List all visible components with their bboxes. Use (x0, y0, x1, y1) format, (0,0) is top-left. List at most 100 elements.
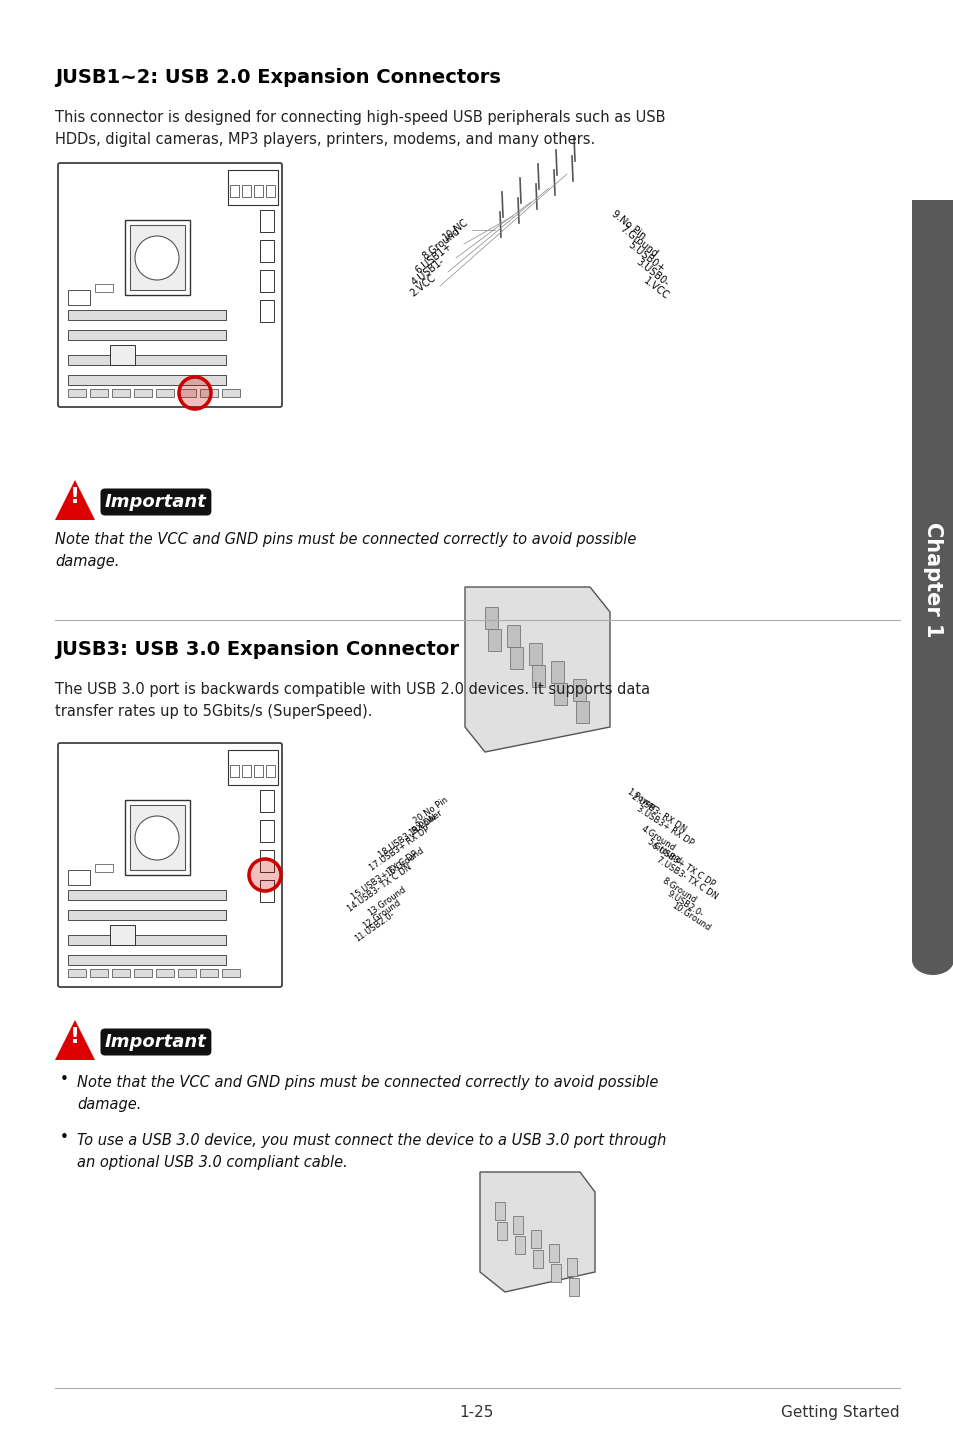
Bar (110, 925, 135, 945)
Text: 9.No Pin: 9.No Pin (609, 209, 647, 242)
Polygon shape (510, 647, 522, 669)
Text: 1.Power: 1.Power (624, 788, 658, 813)
Text: 6.USB3+ TX C DP: 6.USB3+ TX C DP (649, 841, 716, 889)
Polygon shape (554, 683, 566, 705)
Bar (68, 390, 86, 397)
Polygon shape (551, 662, 563, 683)
Text: 1-25: 1-25 (459, 1405, 494, 1421)
Bar (95, 284, 112, 292)
Text: 6.USB1+: 6.USB1+ (414, 241, 454, 275)
Text: 3.USB0-: 3.USB0- (634, 258, 670, 289)
Polygon shape (568, 1277, 578, 1296)
Text: 17.USB3+ RX DP: 17.USB3+ RX DP (368, 825, 432, 874)
Polygon shape (464, 587, 609, 752)
Bar (68, 355, 226, 365)
Bar (112, 969, 130, 977)
Bar (228, 170, 277, 205)
Circle shape (135, 816, 179, 861)
Circle shape (179, 377, 211, 410)
Text: !: ! (70, 1027, 80, 1047)
FancyBboxPatch shape (58, 163, 282, 407)
Text: Important: Important (105, 1032, 207, 1051)
Bar (260, 271, 274, 292)
Text: •: • (60, 1073, 69, 1087)
Text: 12.Ground: 12.Ground (360, 898, 401, 931)
Text: 4.Ground: 4.Ground (639, 825, 677, 853)
Polygon shape (488, 629, 500, 652)
Bar (228, 750, 277, 785)
Bar (266, 185, 274, 198)
Polygon shape (55, 1020, 95, 1060)
Text: 8.Ground: 8.Ground (420, 226, 461, 262)
Bar (260, 211, 274, 232)
Bar (68, 955, 226, 965)
Bar (68, 935, 226, 945)
Bar (178, 390, 195, 397)
Bar (260, 241, 274, 262)
Polygon shape (529, 643, 541, 664)
Bar (260, 881, 274, 902)
Text: 10.NC: 10.NC (440, 218, 470, 243)
Bar (68, 375, 226, 385)
Bar (68, 909, 226, 919)
Text: 5.Ground: 5.Ground (644, 838, 682, 866)
Bar (222, 390, 240, 397)
Ellipse shape (911, 945, 953, 975)
Bar (90, 969, 108, 977)
Polygon shape (495, 1201, 504, 1220)
Text: Note that the VCC and GND pins must be connected correctly to avoid possible
dam: Note that the VCC and GND pins must be c… (77, 1075, 658, 1113)
Bar (90, 390, 108, 397)
Bar (68, 871, 90, 885)
Bar (253, 185, 263, 198)
Bar (266, 765, 274, 778)
Bar (178, 969, 195, 977)
Bar (260, 299, 274, 322)
Bar (68, 329, 226, 339)
Polygon shape (531, 1230, 540, 1249)
FancyBboxPatch shape (58, 743, 282, 987)
Text: 10.Ground: 10.Ground (669, 901, 711, 932)
Polygon shape (532, 664, 544, 687)
Polygon shape (533, 1250, 542, 1267)
Text: 3.USB3+ RX DP: 3.USB3+ RX DP (635, 805, 695, 848)
Bar (130, 225, 185, 291)
Text: 19.Power: 19.Power (407, 808, 443, 838)
Bar (156, 390, 173, 397)
Bar (911, 200, 953, 959)
Bar (230, 765, 239, 778)
Text: 14.USB3- TX C DN: 14.USB3- TX C DN (346, 862, 414, 914)
Text: 9.USB2.0-: 9.USB2.0- (664, 889, 703, 919)
Polygon shape (479, 1171, 595, 1292)
Bar (260, 790, 274, 812)
Text: 5.USB0+: 5.USB0+ (625, 239, 665, 275)
Bar (156, 969, 173, 977)
Text: 1.VCC: 1.VCC (641, 276, 671, 302)
Text: Important: Important (105, 493, 207, 511)
Bar (68, 291, 90, 305)
Bar (200, 969, 218, 977)
Polygon shape (506, 624, 519, 647)
Bar (242, 185, 251, 198)
Bar (112, 390, 130, 397)
Bar (260, 851, 274, 872)
Bar (133, 390, 152, 397)
Text: Note that the VCC and GND pins must be connected correctly to avoid possible
dam: Note that the VCC and GND pins must be c… (55, 533, 636, 569)
Polygon shape (515, 1236, 524, 1254)
Text: !: ! (70, 487, 80, 507)
Text: 16.Ground: 16.Ground (384, 845, 426, 878)
Text: 20.No Pin: 20.No Pin (412, 795, 450, 825)
Bar (222, 969, 240, 977)
Polygon shape (548, 1244, 558, 1262)
Text: 7.USB3- TX C DN: 7.USB3- TX C DN (655, 855, 719, 901)
Text: JUSB3: USB 3.0 Expansion Connector: JUSB3: USB 3.0 Expansion Connector (55, 640, 458, 659)
Bar (260, 821, 274, 842)
Circle shape (249, 859, 281, 891)
Text: 8.Ground: 8.Ground (659, 876, 697, 905)
Polygon shape (551, 1264, 560, 1282)
Text: Getting Started: Getting Started (781, 1405, 899, 1421)
Text: To use a USB 3.0 device, you must connect the device to a USB 3.0 port through
a: To use a USB 3.0 device, you must connec… (77, 1133, 666, 1170)
Polygon shape (497, 1221, 506, 1240)
Bar (68, 891, 226, 899)
Bar (68, 969, 86, 977)
Polygon shape (484, 607, 497, 629)
